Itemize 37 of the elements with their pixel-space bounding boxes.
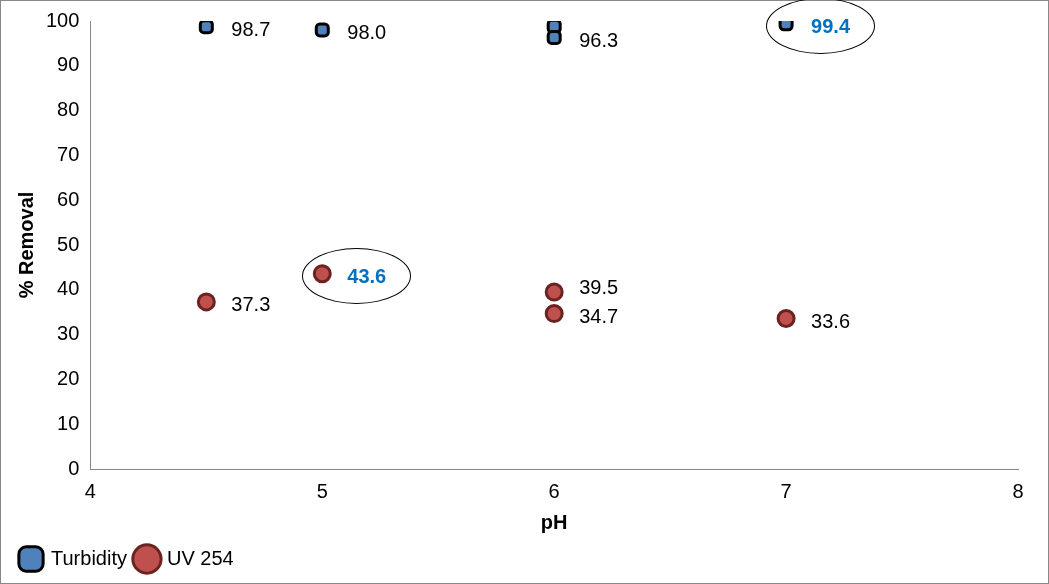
y-tick-label: 60 bbox=[57, 187, 80, 210]
y-tick-label: 70 bbox=[57, 142, 80, 165]
data-label: 99.4 bbox=[811, 15, 851, 38]
x-tick-label: 4 bbox=[84, 479, 96, 502]
x-tick-label: 6 bbox=[548, 479, 560, 502]
data-label: 43.6 bbox=[347, 265, 387, 288]
point bbox=[546, 30, 562, 46]
data-label: 96.3 bbox=[579, 29, 619, 52]
x-tick-label: 5 bbox=[316, 479, 328, 502]
point bbox=[196, 292, 216, 312]
y-tick-label: 80 bbox=[57, 98, 80, 121]
point bbox=[776, 308, 796, 328]
point bbox=[544, 282, 564, 302]
point bbox=[314, 22, 330, 38]
data-label: 37.3 bbox=[231, 293, 271, 316]
point bbox=[198, 21, 214, 35]
x-axis-title: pH bbox=[540, 510, 568, 533]
y-tick-label: 40 bbox=[57, 277, 80, 300]
data-label: 34.7 bbox=[579, 305, 619, 328]
x-tick-label: 7 bbox=[780, 479, 792, 502]
data-label: 98.0 bbox=[347, 21, 387, 44]
data-label: 33.6 bbox=[811, 309, 851, 332]
data-label: 39.5 bbox=[579, 275, 619, 298]
point bbox=[544, 304, 564, 324]
legend-label: Turbidity bbox=[51, 546, 127, 569]
y-tick-label: 50 bbox=[57, 232, 80, 255]
y-tick-label: 10 bbox=[57, 411, 80, 434]
y-tick-label: 30 bbox=[57, 322, 80, 345]
y-tick-label: 0 bbox=[68, 456, 80, 479]
legend-label: UV 254 bbox=[166, 546, 234, 569]
point bbox=[312, 264, 332, 284]
y-tick-label: 90 bbox=[57, 53, 80, 76]
y-axis-title: % Removal bbox=[14, 191, 37, 299]
y-tick-label: 20 bbox=[57, 366, 80, 389]
data-label: 98.7 bbox=[231, 18, 271, 41]
y-tick-label: 100 bbox=[45, 8, 80, 31]
x-tick-label: 8 bbox=[1012, 479, 1024, 502]
